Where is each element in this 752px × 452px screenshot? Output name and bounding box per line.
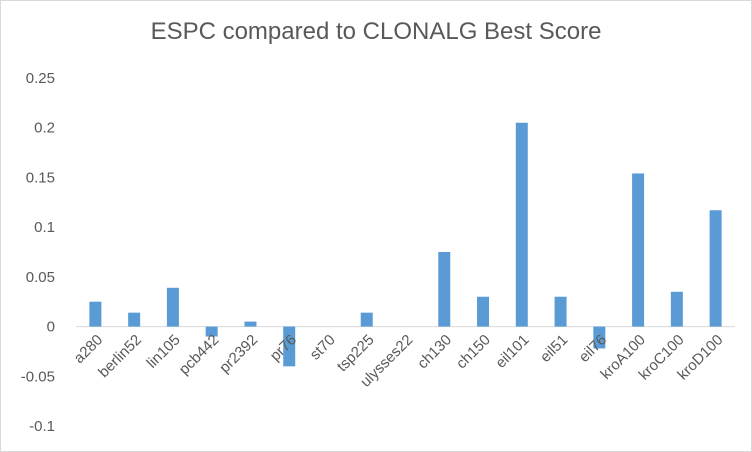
y-tick-label: -0.1 [29,418,55,435]
category-label: eil101 [492,331,532,371]
y-tick-label: 0.1 [34,219,55,236]
bars [89,122,722,367]
category-label: st70 [307,331,339,363]
y-tick-label: -0.05 [21,368,55,385]
category-label: berlin52 [95,331,145,381]
bar-kroA100 [632,173,645,327]
y-tick-label: 0.15 [26,169,55,186]
bar-kroC100 [670,291,683,327]
y-tick-label: 0.2 [34,120,55,137]
y-tick-label: 0.05 [26,269,55,286]
bar-berlin52 [128,312,141,327]
bar-eil101 [515,122,528,327]
category-label: eil51 [537,331,571,365]
bar-pr76 [283,326,296,367]
bar-kroD100 [709,210,722,327]
bar-lin105 [166,287,179,327]
bar-ch150 [477,296,490,327]
y-axis-ticks: 0.25 0.2 0.15 0.1 0.05 0 -0.05 -0.1 [21,70,55,435]
category-label: ch150 [453,331,494,372]
category-label: pr2392 [216,331,261,376]
y-tick-label: 0.25 [26,70,55,87]
bar-a280 [89,301,102,327]
y-tick-label: 0 [47,319,55,336]
bar-pcb442 [205,326,218,337]
bar-ch130 [438,252,451,327]
bar-tsp225 [360,312,373,327]
category-label: ch130 [414,331,455,372]
category-label: pcb442 [176,331,223,378]
bar-eil51 [554,296,567,327]
chart-title: ESPC compared to CLONALG Best Score [150,18,602,45]
category-label: a280 [71,331,107,367]
bar-pr2392 [244,321,257,327]
bar-eil76 [593,326,606,349]
